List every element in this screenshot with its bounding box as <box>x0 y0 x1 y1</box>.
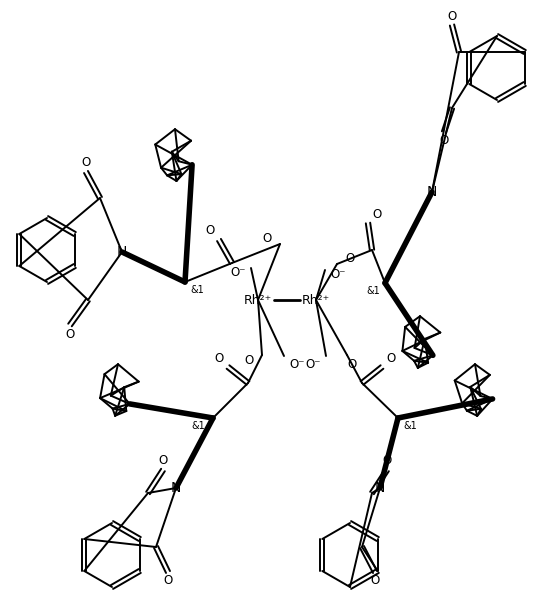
Text: &1: &1 <box>403 421 417 431</box>
Text: Rh²⁺: Rh²⁺ <box>302 294 330 307</box>
Text: O: O <box>245 354 254 367</box>
Text: N: N <box>171 481 181 495</box>
Text: O: O <box>383 455 391 468</box>
Text: Rh²⁺: Rh²⁺ <box>244 294 272 307</box>
Text: O: O <box>439 135 449 147</box>
Text: O: O <box>345 253 355 266</box>
Text: O: O <box>373 207 381 220</box>
Text: O: O <box>215 351 224 365</box>
Text: O: O <box>205 225 215 237</box>
Text: O: O <box>81 157 91 170</box>
Text: N: N <box>427 185 437 199</box>
Text: O: O <box>386 351 396 365</box>
Text: O: O <box>66 327 75 340</box>
Text: O⁻: O⁻ <box>289 357 305 370</box>
Text: &1: &1 <box>191 421 205 431</box>
Text: O⁻: O⁻ <box>330 269 346 282</box>
Text: O⁻: O⁻ <box>305 357 321 370</box>
Text: O: O <box>370 575 380 588</box>
Text: O: O <box>158 455 167 468</box>
Text: &1: &1 <box>190 285 204 295</box>
Text: O: O <box>348 359 356 371</box>
Text: O: O <box>448 10 456 23</box>
Text: &1: &1 <box>366 286 380 296</box>
Text: O⁻: O⁻ <box>230 266 246 280</box>
Text: N: N <box>117 245 127 259</box>
Text: O: O <box>262 233 272 245</box>
Text: O: O <box>163 575 172 588</box>
Text: N: N <box>375 481 385 495</box>
